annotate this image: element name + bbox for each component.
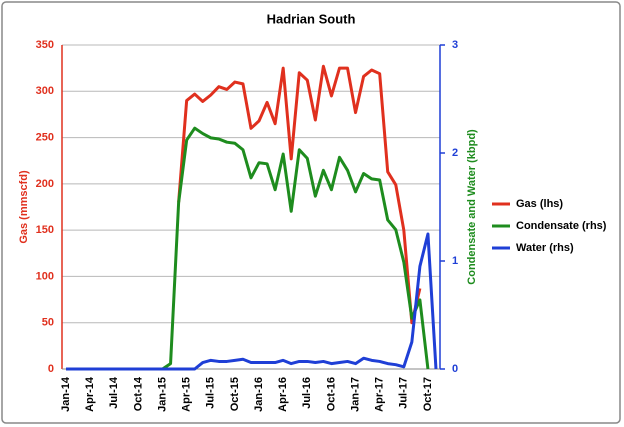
x-tick-label: Apr-14 <box>84 376 96 412</box>
y-tick-label: 0 <box>48 363 54 375</box>
y-tick-label: 250 <box>36 131 54 143</box>
y-tick-label: 50 <box>42 317 54 329</box>
legend-label: Gas (lhs) <box>516 198 563 210</box>
x-tick-label: Jan-14 <box>60 376 72 412</box>
x-tick-label: Apr-16 <box>277 377 289 412</box>
x-tick-label: Jul-16 <box>301 377 313 409</box>
x-tick-label: Oct-17 <box>422 377 434 411</box>
y2-axis-label: Condensate and Water (kbpd) <box>466 129 478 285</box>
x-tick-label: Apr-15 <box>181 377 193 412</box>
y-tick-label: 200 <box>36 178 54 190</box>
y2-tick-label: 3 <box>452 39 458 51</box>
x-tick-label: Jul-14 <box>108 376 120 409</box>
series-line <box>177 64 422 325</box>
legend-label: Water (rhs) <box>516 242 574 254</box>
y2-tick-label: 0 <box>452 363 458 375</box>
y-tick-label: 100 <box>36 270 54 282</box>
x-tick-label: Jan-15 <box>156 377 168 412</box>
y-tick-label: 300 <box>36 85 54 97</box>
x-tick-label: Jul-15 <box>205 377 217 409</box>
legend-label: Condensate (rhs) <box>516 220 607 232</box>
y-tick-label: 150 <box>36 224 54 236</box>
y2-tick-label: 1 <box>452 255 458 267</box>
x-tick-label: Jul-17 <box>398 377 410 409</box>
x-tick-label: Oct-16 <box>325 377 337 411</box>
chart-title: Hadrian South <box>267 11 356 26</box>
y-axis-label: Gas (mmscfd) <box>18 170 30 244</box>
x-tick-label: Jan-16 <box>253 377 265 412</box>
y-tick-label: 350 <box>36 39 54 51</box>
x-tick-label: Oct-15 <box>229 377 241 411</box>
x-tick-label: Apr-17 <box>374 377 386 412</box>
y2-tick-label: 2 <box>452 147 458 159</box>
x-tick-label: Jan-17 <box>349 377 361 412</box>
series-line <box>66 232 438 371</box>
x-tick-label: Oct-14 <box>132 376 144 411</box>
